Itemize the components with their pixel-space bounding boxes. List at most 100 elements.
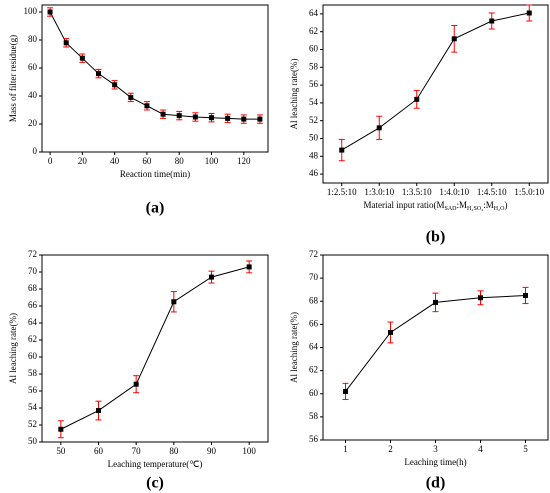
marker	[209, 115, 214, 121]
y-tick-label: 70	[309, 272, 319, 282]
series-line	[341, 12, 530, 151]
y-tick-label: 62	[28, 334, 37, 344]
y-tick-label: 54	[28, 402, 38, 412]
y-tick-label: 60	[28, 62, 38, 72]
y-tick-label: 60	[309, 44, 319, 54]
x-tick-label: 0	[48, 156, 53, 166]
y-tick-label: 56	[309, 79, 319, 89]
plot-frame	[322, 254, 549, 441]
y-tick-label: 64	[28, 317, 38, 327]
marker	[47, 9, 53, 15]
panel-label: (c)	[146, 475, 164, 492]
y-tick-label: 60	[28, 351, 38, 361]
marker	[523, 292, 528, 298]
marker	[343, 388, 348, 394]
marker	[192, 114, 198, 120]
series-line	[60, 266, 250, 430]
marker	[526, 10, 532, 16]
marker	[112, 82, 118, 88]
x-tick-label: 100	[242, 446, 256, 456]
y-tick-label: 64	[309, 342, 319, 352]
x-tick-label: 1:4.5:10	[477, 187, 507, 197]
x-axis-label: Material input ratio(MSAD:MH₂SO₄:MH₂O)	[364, 200, 508, 212]
marker	[478, 295, 483, 301]
y-tick-label: 58	[309, 61, 319, 71]
y-tick-label: 58	[309, 411, 319, 421]
x-tick-label: 1	[343, 444, 348, 454]
series-line	[49, 11, 260, 120]
marker	[171, 299, 177, 305]
y-tick-label: 66	[28, 300, 38, 310]
x-tick-label: 3	[433, 444, 438, 454]
x-tick-label: 60	[94, 446, 104, 456]
y-tick-label: 50	[28, 436, 38, 446]
x-axis-label-part: Material input ratio(M	[364, 200, 445, 210]
plot-frame	[322, 4, 549, 184]
marker	[376, 125, 382, 131]
y-tick-label: 50	[309, 133, 319, 143]
x-tick-label: 1:3.5:10	[402, 187, 432, 197]
x-axis-label-part: :M	[483, 200, 494, 210]
y-tick-label: 64	[309, 8, 319, 18]
panel-label: (a)	[146, 200, 165, 217]
plot-frame	[41, 4, 269, 153]
y-tick-label: 80	[28, 34, 38, 44]
x-tick-label: 90	[207, 446, 217, 456]
x-tick-label: 120	[237, 156, 251, 166]
y-tick-label: 56	[309, 434, 319, 444]
y-tick-label: 68	[28, 283, 38, 293]
marker	[144, 103, 150, 109]
y-tick-label: 72	[28, 249, 37, 259]
x-axis-label: Reaction time(min)	[120, 169, 190, 179]
marker	[489, 18, 495, 24]
y-axis-label: Al leaching rate(%)	[8, 313, 18, 384]
x-tick-label: 1:4.0:10	[439, 187, 469, 197]
marker	[257, 116, 263, 122]
marker	[451, 36, 457, 42]
marker	[209, 274, 214, 280]
y-tick-label: 62	[309, 26, 318, 36]
x-tick-label: 80	[169, 446, 179, 456]
x-axis-label: Leaching temperature(℃)	[108, 459, 203, 469]
x-tick-label: 50	[56, 446, 66, 456]
y-tick-label: 46	[309, 168, 319, 178]
marker	[79, 55, 85, 61]
y-axis-label: Al leaching rate(%)	[289, 312, 299, 383]
marker	[246, 264, 252, 270]
y-axis-label: Al leaching rate(%)	[289, 59, 299, 130]
x-axis-label-part: H₂SO₄	[467, 206, 483, 212]
y-tick-label: 100	[24, 6, 38, 16]
y-tick-label: 60	[309, 388, 319, 398]
y-tick-label: 20	[28, 118, 38, 128]
y-tick-label: 52	[309, 115, 318, 125]
panel-label: (b)	[426, 229, 446, 246]
y-tick-label: 62	[309, 365, 318, 375]
plot-frame	[41, 254, 269, 443]
marker	[241, 116, 247, 122]
marker	[225, 115, 231, 121]
x-tick-label: 1:2.5:10	[327, 187, 357, 197]
x-axis-label-part: :M	[457, 200, 468, 210]
x-tick-label: 1:5.0:10	[514, 187, 544, 197]
y-tick-label: 66	[309, 318, 319, 328]
marker	[160, 111, 166, 117]
x-tick-label: 1:3.0:10	[364, 187, 394, 197]
y-tick-label: 58	[28, 368, 38, 378]
y-tick-label: 56	[28, 385, 38, 395]
marker	[433, 299, 438, 305]
marker	[96, 71, 101, 77]
x-tick-label: 40	[110, 156, 120, 166]
x-axis-label: Leaching time(h)	[404, 457, 466, 467]
x-axis-label-part: H₂O	[494, 206, 505, 212]
panel-label: (d)	[426, 475, 446, 492]
marker	[388, 329, 393, 335]
y-tick-label: 68	[309, 295, 319, 305]
y-tick-label: 48	[309, 150, 319, 160]
y-tick-label: 52	[28, 419, 37, 429]
x-tick-label: 60	[142, 156, 152, 166]
y-tick-label: 40	[28, 90, 38, 100]
marker	[63, 40, 69, 46]
marker	[133, 381, 139, 387]
x-tick-label: 70	[132, 446, 142, 456]
y-tick-label: 0	[33, 146, 38, 156]
